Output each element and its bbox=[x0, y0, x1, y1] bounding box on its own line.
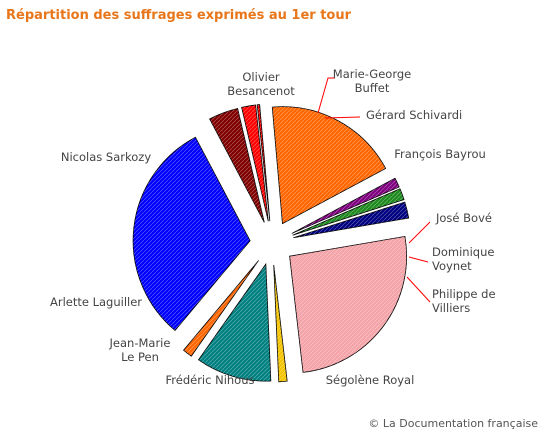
slice-label-olivier-besancenot: Olivier Besancenot bbox=[227, 70, 295, 98]
slice-label-line: Ségolène Royal bbox=[326, 373, 415, 387]
pie-slices bbox=[132, 104, 410, 383]
slice-labels: François Bayrou José Bové Dominique Voynet P… bbox=[50, 67, 496, 387]
slice-label-line: Voynet bbox=[432, 259, 472, 273]
slice-label-line: Nicolas Sarkozy bbox=[61, 150, 151, 164]
slice-label-line: Villiers bbox=[432, 301, 470, 315]
slice-label-line: Philippe de bbox=[432, 287, 496, 301]
pie-slice-texture-marie-george-buffet bbox=[241, 105, 269, 222]
slice-label-line: Gérard Schivardi bbox=[366, 108, 462, 122]
slice-label-line: Dominique bbox=[432, 245, 494, 259]
copyright-credit: © La Documentation française bbox=[368, 417, 538, 430]
pie-slice-texture-francois-bayrou bbox=[272, 106, 386, 224]
slice-label-francois-bayrou: François Bayrou bbox=[394, 147, 486, 161]
leader-line-philippe-de-villiers bbox=[406, 276, 431, 303]
slice-label-nicolas-sarkozy: Nicolas Sarkozy bbox=[61, 150, 151, 164]
slice-label-gerard-schivardi: Gérard Schivardi bbox=[366, 108, 462, 122]
leader-line-gerard-schivardi bbox=[324, 116, 361, 119]
slice-label-jean-marie-le-pen: Jean-Marie Le Pen bbox=[109, 336, 171, 364]
slice-label-dominique-voynet: Dominique Voynet bbox=[432, 245, 494, 273]
slice-label-line: Arlette Laguiller bbox=[50, 295, 142, 309]
pie-slice-texture-nicolas-sarkozy bbox=[133, 137, 251, 331]
slice-label-line: Frédéric Nihous bbox=[165, 373, 254, 387]
slice-label-line: José Bové bbox=[435, 211, 492, 225]
slice-label-marie-george-buffet: Marie-George Buffet bbox=[333, 67, 411, 95]
leader-line-dominique-voynet bbox=[408, 256, 429, 263]
pie-slice-texture-segolene-royal bbox=[289, 236, 407, 373]
slice-label-line: Marie-George bbox=[333, 67, 411, 81]
slice-label-arlette-laguiller: Arlette Laguiller bbox=[50, 295, 142, 309]
slice-label-line: François Bayrou bbox=[394, 147, 486, 161]
pie-slice-texture-gerard-schivardi bbox=[257, 104, 270, 222]
slice-label-frederic-nihous: Frédéric Nihous bbox=[165, 373, 254, 387]
slice-label-line: Besancenot bbox=[227, 84, 295, 98]
slice-label-line: Jean-Marie bbox=[109, 336, 171, 350]
pie-slice-texture-olivier-besancenot bbox=[209, 108, 265, 223]
slice-label-jose-bove: José Bové bbox=[435, 211, 492, 225]
pie-slice-texture-jose-bove bbox=[291, 178, 400, 234]
leader-line-marie-george-buffet bbox=[317, 77, 335, 114]
pie-slice-texture-arlette-laguiller bbox=[183, 260, 259, 357]
pie-slice-texture-frederic-nihous bbox=[273, 264, 288, 382]
pie-slice-texture-philippe-de-villiers bbox=[293, 202, 409, 238]
slice-label-segolene-royal: Ségolène Royal bbox=[326, 373, 415, 387]
slice-label-line: Olivier bbox=[242, 70, 280, 84]
slice-label-line: Buffet bbox=[355, 81, 390, 95]
leader-lines bbox=[317, 77, 431, 303]
leader-line-jose-bove bbox=[408, 221, 431, 244]
chart-title: Répartition des suffrages exprimés au 1e… bbox=[6, 8, 352, 23]
pie-slice-texture-jean-marie-le-pen bbox=[198, 264, 271, 382]
pie-slice-texture-dominique-voynet bbox=[292, 188, 405, 236]
slice-label-philippe-de-villiers: Philippe de Villiers bbox=[432, 287, 496, 315]
slice-label-line: Le Pen bbox=[121, 350, 159, 364]
